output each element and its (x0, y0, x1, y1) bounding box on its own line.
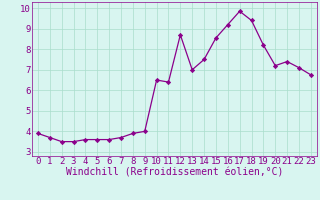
X-axis label: Windchill (Refroidissement éolien,°C): Windchill (Refroidissement éolien,°C) (66, 168, 283, 178)
